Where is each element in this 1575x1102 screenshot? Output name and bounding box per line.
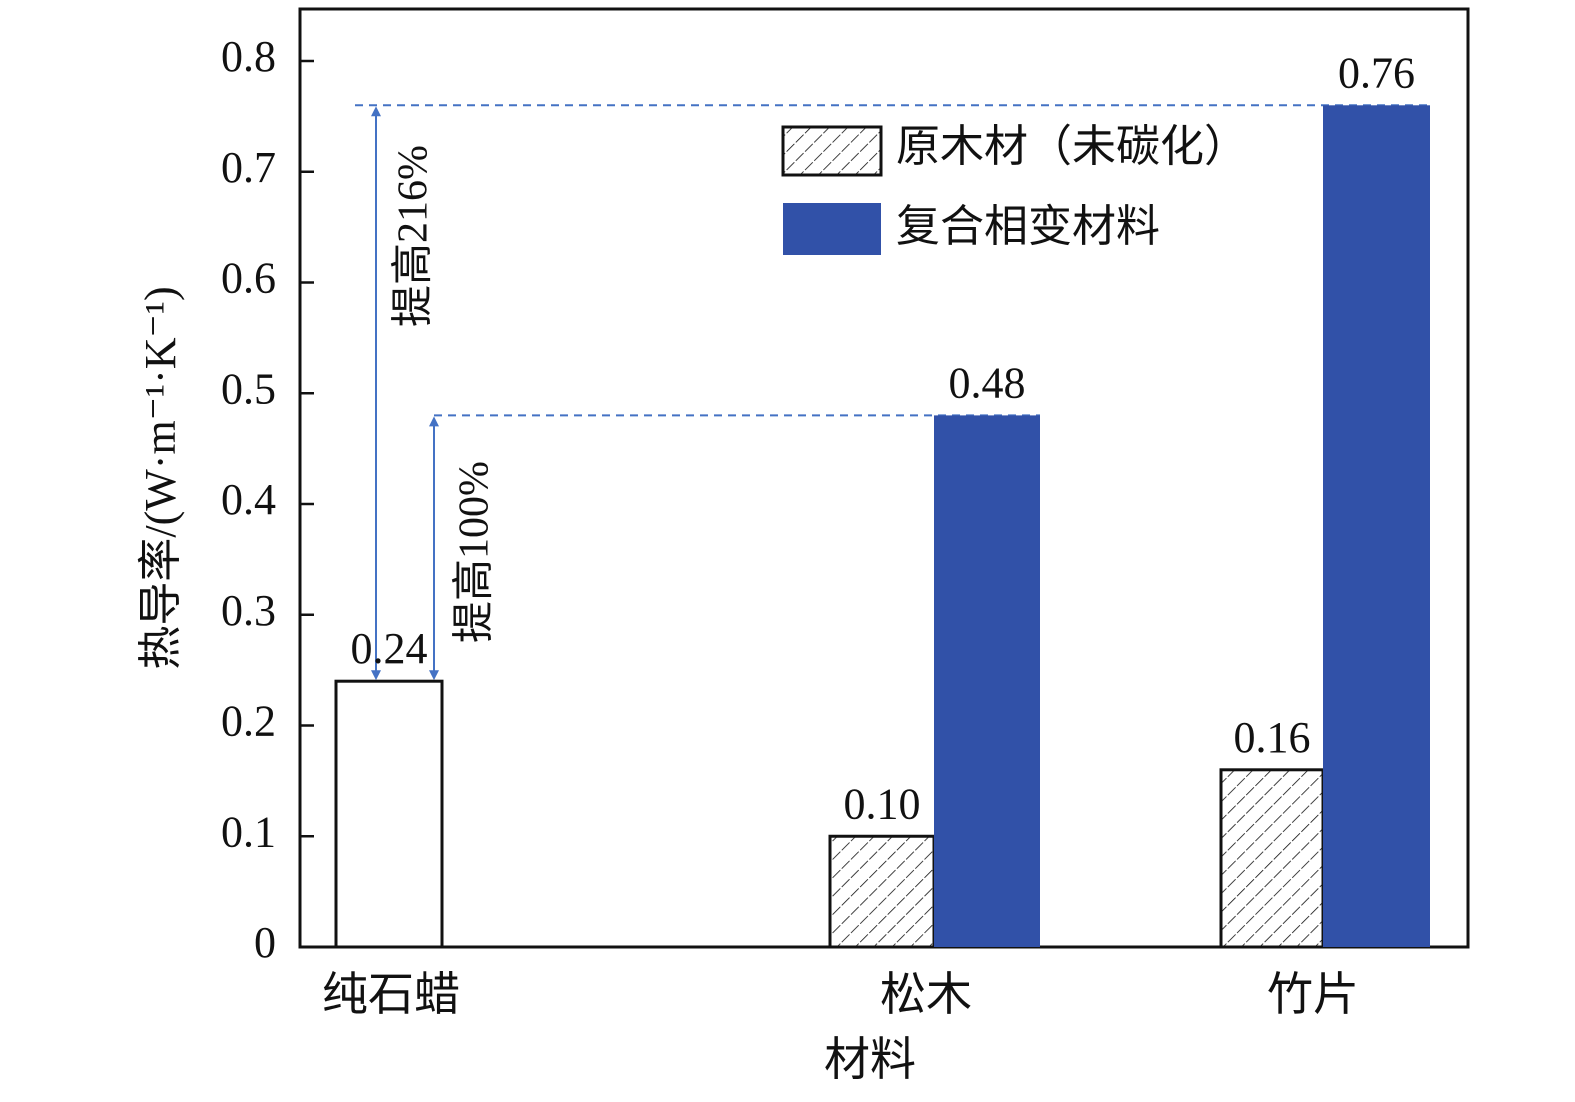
bar-value-label: 0.16 [1234,713,1311,762]
y-tick-label: 0.5 [221,364,276,413]
bar-value-label: 0.76 [1338,48,1415,97]
bar-hatched [1219,768,1325,949]
legend-label: 原木材（未碳化） [896,122,1248,171]
increase-annotation: 提高216% [391,145,437,327]
legend: 原木材（未碳化） 复合相变材料 [781,122,1248,255]
x-tick-label: 纯石蜡 [322,969,460,1020]
x-tick-label: 竹片 [1267,969,1359,1020]
y-axis-title: 热导率/(W·m⁻¹·K⁻¹) [136,286,185,669]
bar-hatched [828,834,936,949]
x-axis: 纯石蜡 松木 竹片 [322,969,1359,1020]
y-tick-label: 0 [254,918,276,967]
x-axis-title: 材料 [824,1034,916,1085]
bar-solid [1323,105,1430,948]
y-tick-label: 0.6 [221,254,276,303]
y-tick-label: 0.3 [221,586,276,635]
y-tick-label: 0.7 [221,143,276,192]
y-axis: 0 0.1 0.2 0.3 0.4 0.5 0.6 0.7 0.8 [221,32,314,967]
x-tick-label: 松木 [880,969,972,1020]
y-tick-label: 0.1 [221,807,276,856]
y-tick-label: 0.8 [221,32,276,81]
bar-value-label: 0.10 [844,779,921,828]
legend-swatch-hatched [781,125,883,177]
increase-annotation: 提高100% [452,461,498,643]
bar-plain [334,679,444,949]
bar-value-label: 0.24 [351,624,428,673]
legend-swatch-solid [783,203,881,255]
value-labels: 0.24 0.10 0.16 0.48 0.76 [351,48,1416,828]
y-tick-label: 0.2 [221,697,276,746]
y-tick-label: 0.4 [221,475,276,524]
bar-value-label: 0.48 [949,358,1026,407]
annotation-guides: 提高100% 提高216% [355,104,1430,681]
bars [334,105,1430,949]
bar-solid [934,415,1040,947]
legend-label: 复合相变材料 [896,202,1160,251]
